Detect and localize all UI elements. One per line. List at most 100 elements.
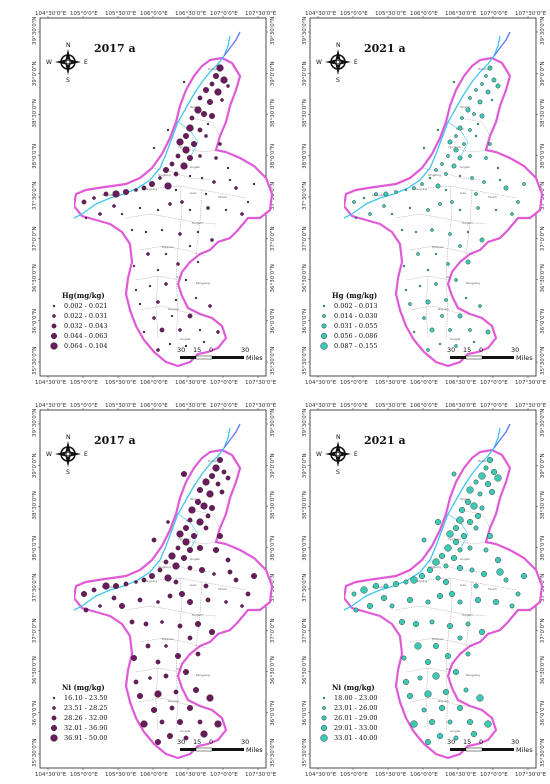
lat-tick-left: 39°0'0"N xyxy=(32,453,38,478)
lon-tick-bottom: 107°30'0"E xyxy=(515,380,546,386)
sample-point xyxy=(503,185,509,191)
lat-tick-right: 38°0'0"N xyxy=(540,144,546,169)
county-boundary xyxy=(139,697,207,709)
sample-point xyxy=(186,124,194,132)
sample-point xyxy=(419,573,425,579)
lon-tick-bottom: 106°30'0"E xyxy=(175,772,207,778)
compass-label-e: E xyxy=(84,451,88,458)
town-label: Haiyuan xyxy=(432,637,444,641)
sample-point xyxy=(145,643,151,649)
sample-point xyxy=(473,525,479,531)
sample-point xyxy=(163,559,169,565)
sample-point xyxy=(407,597,413,603)
lat-tick-left: 37°0'0"N xyxy=(32,226,38,251)
river-upper xyxy=(493,423,511,449)
lon-tick-top: 107°30'0"E xyxy=(515,11,546,17)
sample-point xyxy=(134,188,138,192)
lon-tick-top: 106°30'0"E xyxy=(445,403,477,409)
sample-point xyxy=(463,687,469,693)
scale-unit: Miles xyxy=(516,354,533,362)
legend-symbol xyxy=(52,314,56,318)
sample-point xyxy=(156,208,160,212)
sample-point xyxy=(176,138,184,146)
legend-class-label: 0.056 - 0.086 xyxy=(334,332,378,340)
sample-point xyxy=(202,478,210,486)
lat-tick-left: 39°30'0"N xyxy=(302,17,308,45)
sample-point xyxy=(483,465,489,471)
sample-point xyxy=(494,474,502,482)
sample-point xyxy=(206,694,214,702)
sample-point xyxy=(188,506,196,514)
sample-point xyxy=(166,520,170,524)
legend-symbol xyxy=(321,323,327,329)
lon-tick-top: 107°30'0"E xyxy=(515,403,546,409)
lon-tick-top: 106°0'0"E xyxy=(410,11,438,17)
sample-point xyxy=(429,719,435,725)
sample-point xyxy=(454,344,458,348)
town-label: Shapotou xyxy=(372,193,386,197)
panel-title: 2017 a xyxy=(94,42,136,55)
sample-point xyxy=(448,232,452,236)
sample-point xyxy=(487,65,493,71)
sample-point xyxy=(460,116,464,120)
legend-symbol xyxy=(51,323,57,329)
sample-point xyxy=(438,342,442,346)
legend-symbol xyxy=(322,304,326,308)
county-boundary xyxy=(425,275,429,339)
sample-point xyxy=(482,180,486,184)
sample-point xyxy=(140,720,148,728)
sample-point xyxy=(201,111,207,117)
sample-point xyxy=(367,603,373,609)
lat-tick-left: 37°0'0"N xyxy=(302,618,308,643)
town-label: Huinong xyxy=(478,459,490,463)
lon-tick-bottom: 106°0'0"E xyxy=(410,772,438,778)
sample-point xyxy=(212,572,216,576)
compass-label-e: E xyxy=(84,59,88,66)
lat-tick-right: 38°30'0"N xyxy=(270,99,276,127)
sample-point xyxy=(203,583,209,589)
river-upper xyxy=(223,423,241,449)
lat-tick-right: 37°0'0"N xyxy=(270,618,276,643)
sample-point xyxy=(498,178,502,182)
sample-point xyxy=(157,567,163,573)
sample-point xyxy=(479,505,485,511)
lat-tick-left: 38°30'0"N xyxy=(302,491,308,519)
sample-point xyxy=(457,599,463,605)
town-label: Pengyang xyxy=(196,281,210,285)
sample-point xyxy=(191,533,197,539)
sample-point xyxy=(412,330,416,334)
town-label: Longde xyxy=(180,337,191,341)
sample-point xyxy=(479,629,485,635)
town-label: Haiyuan xyxy=(162,245,174,249)
sample-point xyxy=(446,154,450,158)
sample-point xyxy=(187,517,193,523)
sample-point xyxy=(200,730,208,738)
lon-tick-top: 107°30'0"E xyxy=(245,403,276,409)
sample-point xyxy=(183,525,189,531)
sample-point xyxy=(169,161,175,167)
sample-point xyxy=(206,206,210,210)
sample-point xyxy=(362,196,366,200)
map-panel-hg-2021: 104°30'0"E 104°30'0"E 105°0'0"E 105°0'0"E 10… xyxy=(276,6,546,386)
sample-point xyxy=(148,284,152,288)
sample-point xyxy=(194,296,198,300)
sample-point xyxy=(436,128,440,132)
county-boundary xyxy=(409,637,477,649)
sample-point xyxy=(443,563,449,569)
sample-point xyxy=(196,230,200,234)
sample-point xyxy=(84,216,88,220)
sample-point xyxy=(195,499,201,505)
lat-tick-left: 38°0'0"N xyxy=(302,144,308,169)
sample-point xyxy=(400,228,404,232)
lat-tick-left: 36°0'0"N xyxy=(302,309,308,334)
sample-point xyxy=(491,469,497,475)
sample-point xyxy=(458,174,462,178)
lat-tick-right: 39°30'0"N xyxy=(270,409,276,437)
map-svg: 104°30'0"E104°30'0"E105°0'0"E105°0'0"E10… xyxy=(302,11,546,386)
sample-point xyxy=(240,604,244,608)
sample-point xyxy=(98,604,102,608)
sample-point xyxy=(440,162,444,166)
sample-point xyxy=(209,505,215,511)
sample-point xyxy=(453,539,459,545)
